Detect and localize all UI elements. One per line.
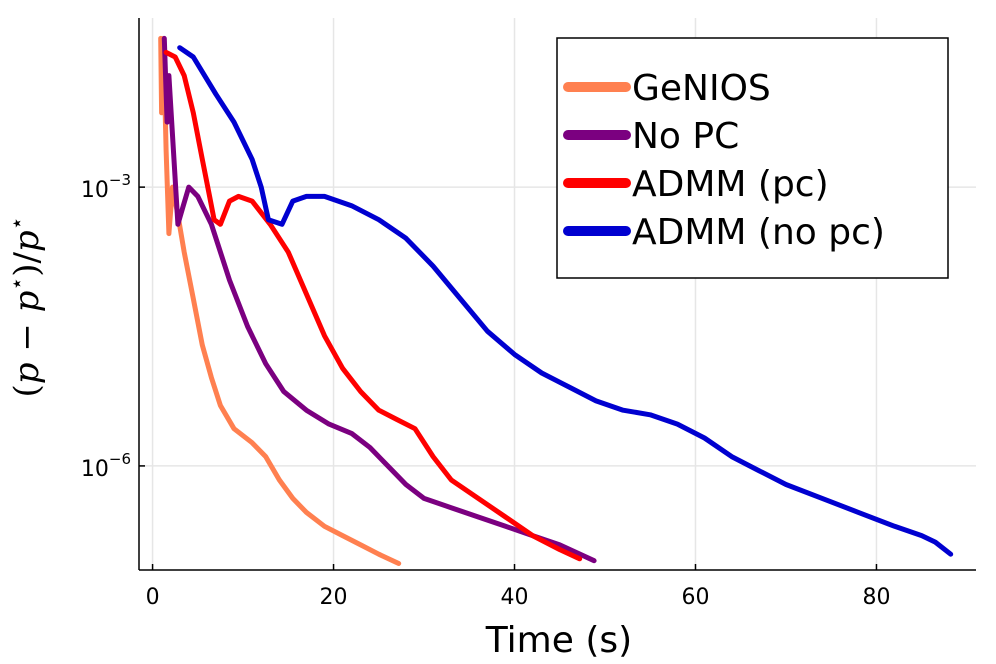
y-axis-title-text: (p − p⋆)/p⋆ xyxy=(5,217,47,398)
legend-label: ADMM (no pc) xyxy=(632,212,885,253)
legend-label: ADMM (pc) xyxy=(632,164,829,205)
y-axis-title: (p − p⋆)/p⋆ xyxy=(5,217,47,398)
series-line-admm-no-pc xyxy=(177,45,954,557)
x-tick-label: 0 xyxy=(146,585,160,610)
series-layer xyxy=(158,35,954,566)
series-line-genios xyxy=(158,35,402,566)
x-tick-label: 20 xyxy=(320,585,348,610)
x-ticks: 0 20 40 60 80 xyxy=(146,564,890,610)
y-tick-label: 10−3 xyxy=(81,171,131,203)
legend-label: GeNIOS xyxy=(632,68,771,109)
y-tick-label: 10−6 xyxy=(81,450,131,482)
x-tick-label: 40 xyxy=(501,585,529,610)
x-tick-label: 60 xyxy=(681,585,709,610)
series-line-no-pc xyxy=(161,35,597,564)
x-axis-title: Time (s) xyxy=(485,620,632,661)
legend-box xyxy=(556,37,949,279)
legend: GeNIOS No PC ADMM (pc) ADMM (no pc) xyxy=(556,37,949,279)
legend-label: No PC xyxy=(632,116,739,157)
series-line-admm-pc xyxy=(163,49,583,562)
x-tick-label: 80 xyxy=(862,585,890,610)
axes xyxy=(138,18,976,571)
y-ticks: 10−3 10−6 xyxy=(81,171,145,482)
